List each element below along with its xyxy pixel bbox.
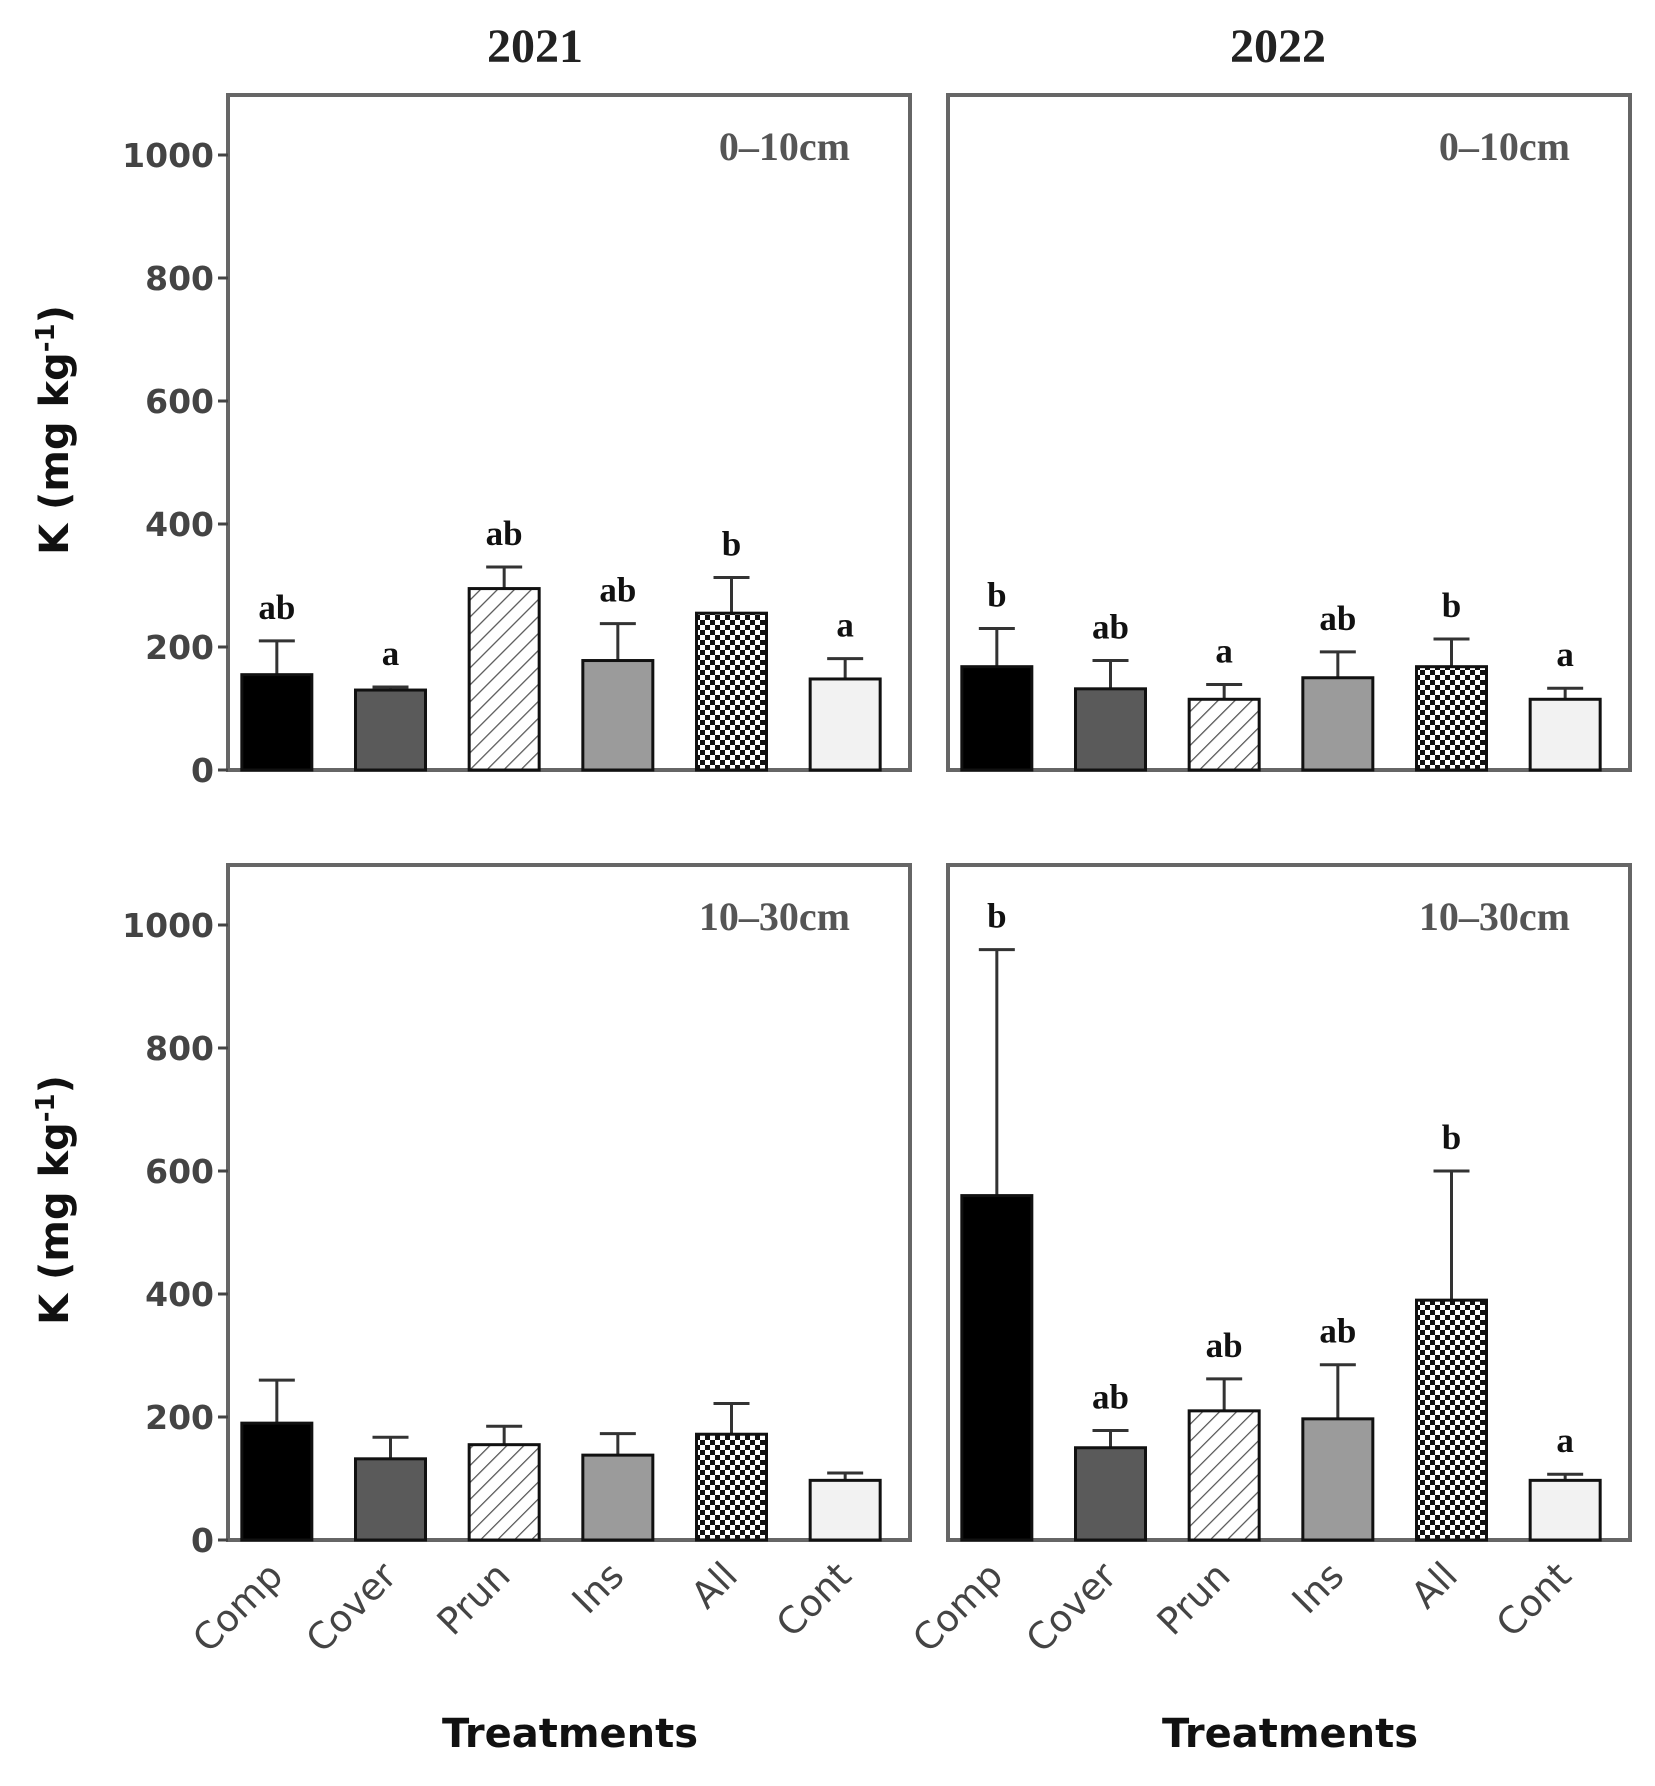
significance-letter-prun: ab	[486, 514, 523, 553]
significance-letter-all: b	[722, 525, 741, 564]
bar-all	[695, 1432, 768, 1542]
y-tick-label: 400	[145, 1275, 214, 1314]
bar-cont	[1528, 697, 1602, 772]
significance-letter-cont: a	[836, 606, 854, 645]
column-title-2021: 2021	[487, 20, 583, 73]
bar-ins	[581, 659, 655, 772]
significance-letter-all: b	[1442, 586, 1461, 625]
bar-ins	[581, 1453, 655, 1542]
category-label-all: All	[1403, 1554, 1466, 1617]
y-axis-label-bottom: K (mg kg-1)	[31, 1075, 78, 1325]
bar-comp	[240, 1421, 314, 1542]
panel-2021-bottom: 0 200 400 600 800 1000 10–30cm Comp Cover Prun Ins…	[122, 863, 912, 1661]
bar-ins	[1301, 676, 1375, 772]
category-label-prun: Prun	[429, 1554, 519, 1644]
significance-letter-comp: b	[987, 897, 1006, 936]
bar-cover	[1074, 1446, 1147, 1542]
y-label-tail: )	[32, 1075, 78, 1093]
y-tick-label: 0	[191, 1521, 214, 1560]
category-label-cover: Cover	[298, 1553, 406, 1661]
y-tick-label: 600	[145, 382, 214, 421]
y-axis-label-top: K (mg kg-1)	[31, 305, 78, 555]
y-label-main: K (mg kg	[32, 352, 78, 555]
bar-comp	[240, 673, 314, 772]
category-label-comp: Comp	[184, 1554, 291, 1661]
y-tick-label: 1000	[122, 136, 214, 175]
panel-2022-top: 0–10cm b ab a ab b a	[946, 93, 1632, 772]
y-label-superscript: -1	[31, 323, 61, 352]
bar-comp	[960, 665, 1034, 772]
bar-all	[1415, 665, 1488, 772]
category-label-cover: Cover	[1018, 1553, 1126, 1661]
category-label-prun: Prun	[1149, 1554, 1239, 1644]
panel-frame	[946, 93, 1632, 772]
panel-frame	[946, 863, 1632, 1542]
category-label-ins: Ins	[564, 1554, 632, 1622]
x-axis-label-2022: Treatments	[1162, 1711, 1418, 1757]
category-label-cont: Cont	[1488, 1554, 1580, 1646]
panel-frame	[226, 863, 912, 1542]
bar-cont	[808, 677, 882, 772]
y-label-tail: )	[32, 305, 78, 323]
category-label-all: All	[683, 1554, 746, 1617]
category-label-ins: Ins	[1284, 1554, 1352, 1622]
significance-letter-cover: ab	[1092, 608, 1129, 647]
bar-prun	[467, 587, 541, 772]
x-axis-label-2021: Treatments	[442, 1711, 698, 1757]
significance-letter-ins: ab	[1319, 599, 1356, 638]
y-tick-label: 0	[191, 751, 214, 790]
y-tick-label: 600	[145, 1152, 214, 1191]
significance-letter-all: b	[1442, 1118, 1461, 1157]
significance-letter-prun: ab	[1206, 1326, 1243, 1365]
bar-cover	[354, 688, 427, 772]
significance-letter-ins: ab	[599, 571, 636, 610]
significance-letter-cover: a	[382, 634, 400, 673]
significance-letter-cont: a	[1556, 635, 1574, 674]
significance-letter-cover: ab	[1092, 1378, 1129, 1417]
y-label-main: K (mg kg	[32, 1122, 78, 1325]
y-tick-label: 400	[145, 505, 214, 544]
panel-2022-bottom: 10–30cm b Comp ab Cover ab Prun ab Ins b All a Cont	[904, 863, 1632, 1661]
bar-prun	[1187, 1409, 1261, 1542]
y-tick-label: 800	[145, 259, 214, 298]
significance-letter-prun: a	[1215, 632, 1233, 671]
depth-label: 10–30cm	[699, 894, 850, 939]
y-tick-label: 200	[145, 628, 214, 667]
bar-cover	[1074, 687, 1147, 772]
bar-prun	[1187, 697, 1261, 772]
bar-cover	[354, 1457, 427, 1542]
y-tick-label: 1000	[122, 906, 214, 945]
significance-letter-ins: ab	[1319, 1312, 1356, 1351]
bar-ins	[1301, 1417, 1375, 1542]
depth-label: 0–10cm	[719, 124, 850, 169]
y-label-superscript: -1	[31, 1093, 61, 1122]
column-title-2022: 2022	[1230, 20, 1326, 73]
y-tick-label: 800	[145, 1029, 214, 1068]
bar-prun	[467, 1443, 541, 1542]
depth-label: 0–10cm	[1439, 124, 1570, 169]
category-label-cont: Cont	[768, 1554, 860, 1646]
significance-letter-cont: a	[1556, 1421, 1574, 1460]
y-tick-label: 200	[145, 1398, 214, 1437]
panel-frame	[226, 93, 912, 772]
significance-letter-comp: ab	[258, 588, 295, 627]
panel-2021-top: 0 200 400 600 800 1000 0–10cm ab a ab ab b a	[122, 93, 912, 790]
category-label-comp: Comp	[904, 1554, 1011, 1661]
bar-comp	[960, 1194, 1034, 1542]
bar-all	[1415, 1298, 1488, 1542]
depth-label: 10–30cm	[1419, 894, 1570, 939]
bar-cont	[808, 1478, 882, 1542]
significance-letter-comp: b	[987, 576, 1006, 615]
bar-all	[695, 611, 768, 772]
bar-cont	[1528, 1478, 1602, 1542]
